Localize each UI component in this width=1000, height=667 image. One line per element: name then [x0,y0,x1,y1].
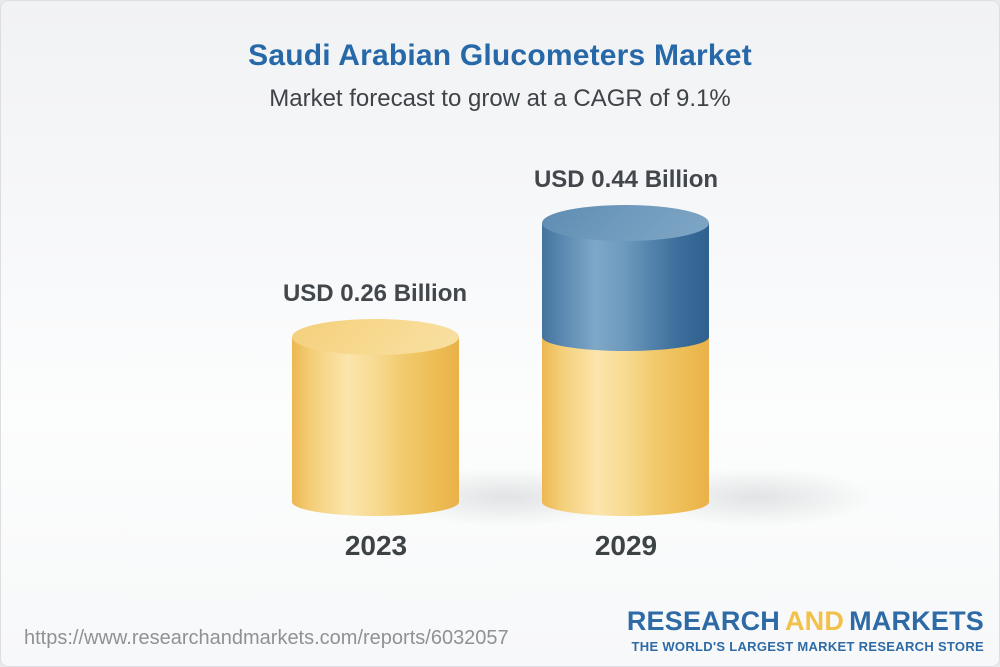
logo-word-research: RESEARCH [626,606,780,636]
logo-word-markets: MARKETS [849,606,984,636]
bar-2023-segment-base [292,337,459,516]
bar-2029-top-face [542,205,709,241]
bar-2029-cylinder [542,205,874,526]
brand-logo: RESEARCH AND MARKETS THE WORLD'S LARGEST M… [627,606,984,654]
logo-tagline: THE WORLD'S LARGEST MARKET RESEARCH STOR… [631,639,984,654]
page-title: Saudi Arabian Glucometers Market [248,39,752,72]
logo-wordmark: RESEARCH AND MARKETS [627,606,984,637]
bar-2029-segment-base [542,337,709,516]
logo-word-and: AND [784,606,845,636]
value-label-2029: USD 0.44 Billion [533,166,719,193]
page-subtitle: Market forecast to grow at a CAGR of 9.1… [269,85,731,112]
bar-2023-cylinder [292,319,624,526]
axis-label-2023: 2023 [344,530,408,561]
value-label-2023: USD 0.26 Billion [282,280,468,307]
bar-2023-top-face [292,319,459,355]
report-url: https://www.researchandmarkets.com/repor… [24,627,509,649]
axis-label-2029: 2029 [594,530,658,561]
bar-2029-segment-growth [542,205,709,351]
